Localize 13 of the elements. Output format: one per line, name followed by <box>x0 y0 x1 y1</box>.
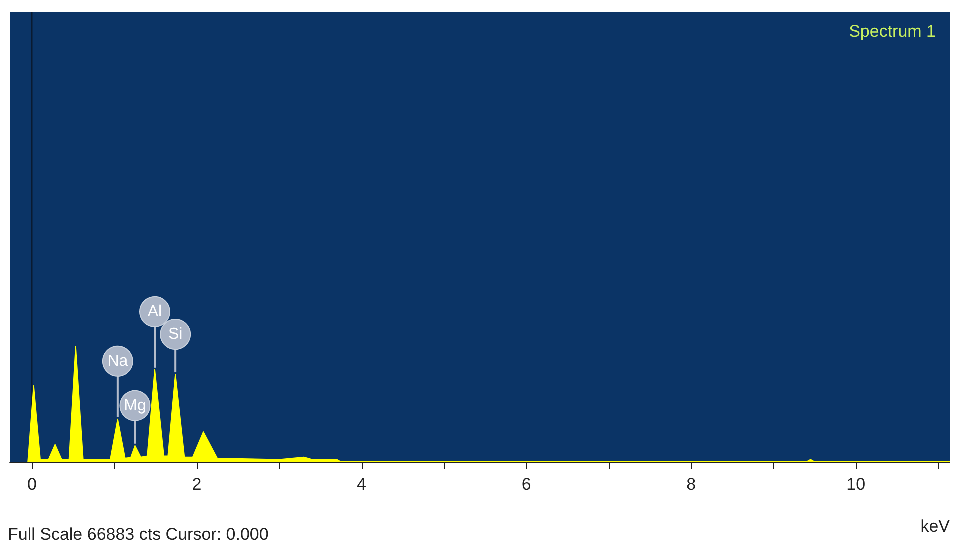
x-tick-label: 10 <box>846 475 866 494</box>
annotation: Mg <box>124 397 146 414</box>
x-axis-title: keV <box>920 517 951 536</box>
x-tick-label: 6 <box>522 475 532 494</box>
annotation: Na <box>108 352 128 370</box>
text: Full Scale 66883 cts Cursor: 0.000 <box>8 525 269 544</box>
x-tick-label: 2 <box>192 475 202 494</box>
x-tick-label: 4 <box>357 475 367 494</box>
annotation: Al <box>148 303 162 320</box>
x-tick-label: 8 <box>686 475 696 494</box>
chart-title: Spectrum 1 <box>849 22 936 41</box>
annotation: Si <box>168 326 183 344</box>
x-tick-label: 0 <box>28 475 37 494</box>
